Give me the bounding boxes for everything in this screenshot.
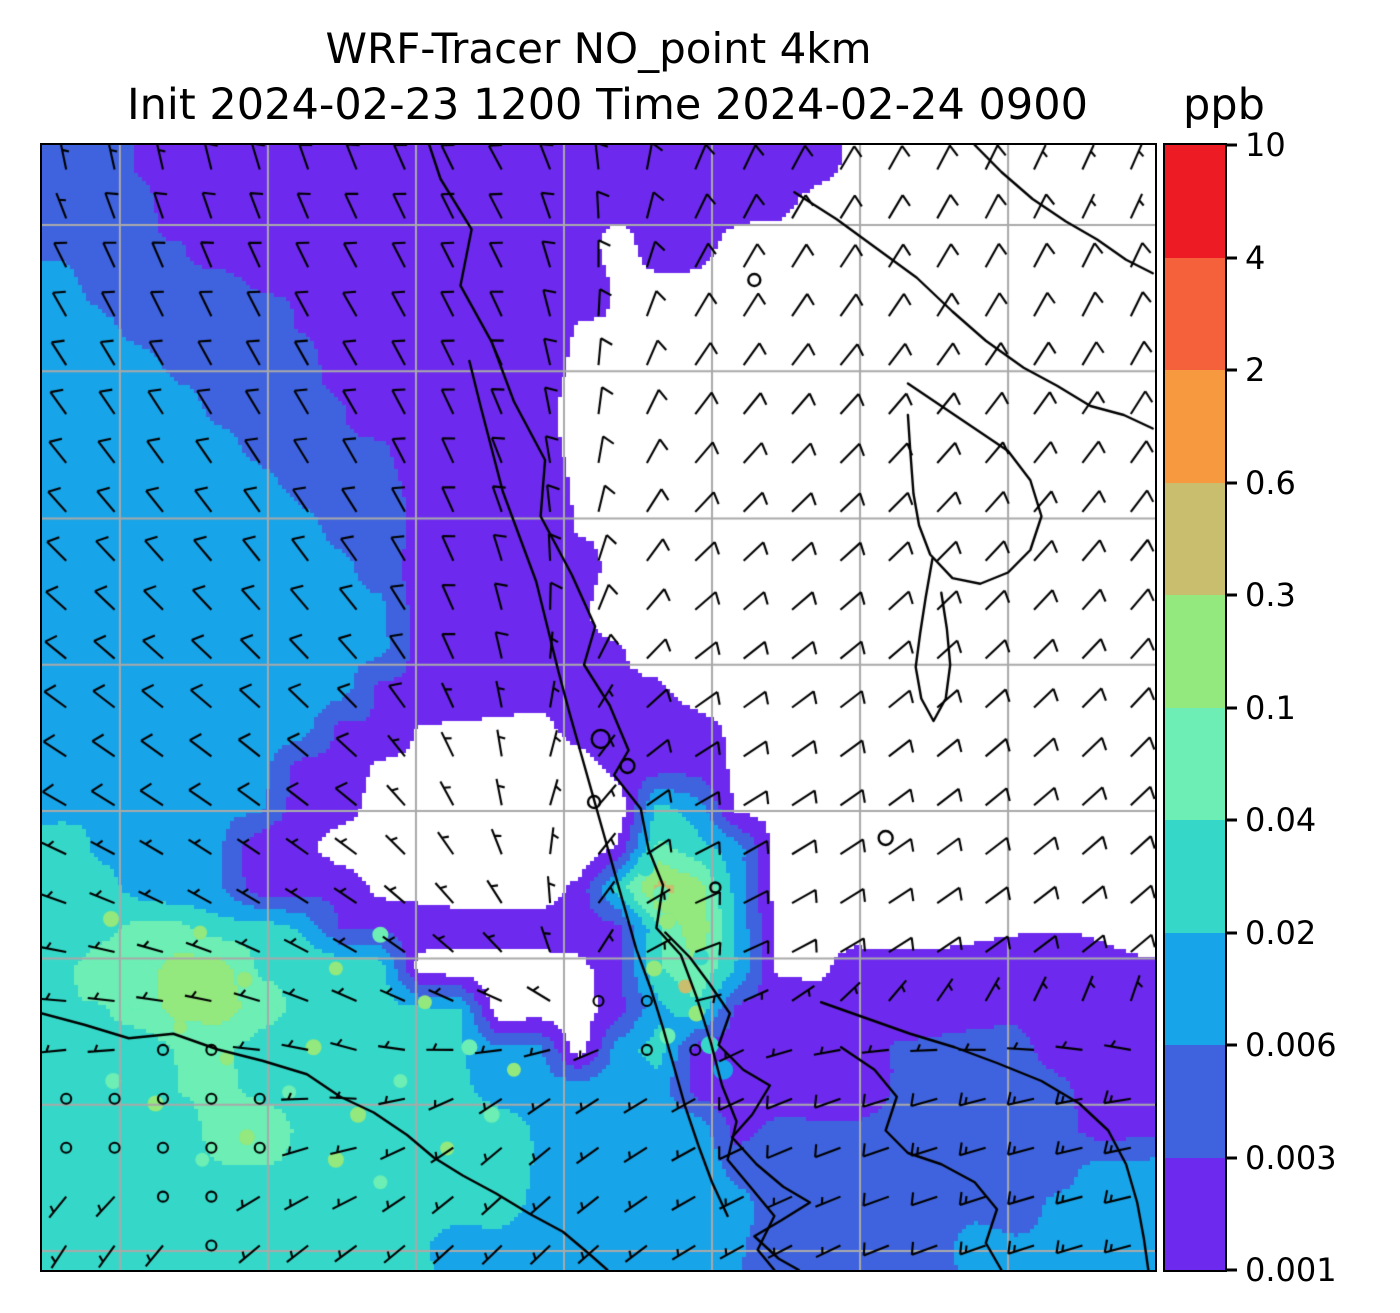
colorbar-tick	[1227, 481, 1237, 484]
colorbar-tick	[1227, 593, 1237, 597]
colorbar-tick-label: 0.6	[1245, 463, 1296, 502]
colorbar-segment	[1165, 145, 1225, 258]
colorbar-segment	[1165, 1045, 1225, 1158]
colorbar-tick	[1227, 368, 1237, 372]
colorbar-tick	[1227, 256, 1237, 259]
colorbar-tick-label: 0.003	[1245, 1138, 1337, 1177]
colorbar-tick	[1227, 706, 1237, 709]
colorbar-tick	[1227, 931, 1237, 934]
colorbar-tick-label: 10	[1245, 126, 1286, 164]
colorbar-tick-label: 0.3	[1245, 576, 1296, 614]
map-canvas	[42, 145, 1155, 1270]
colorbar-segment	[1165, 1157, 1225, 1270]
colorbar-tick	[1227, 1268, 1237, 1272]
chart-subtitle: Init 2024-02-23 1200 Time 2024-02-24 090…	[127, 80, 1088, 130]
colorbar-segment	[1165, 257, 1225, 370]
colorbar-units-label: ppb	[1183, 80, 1265, 130]
colorbar-segment	[1165, 820, 1225, 933]
colorbar-segment	[1165, 932, 1225, 1045]
colorbar	[1163, 143, 1227, 1272]
colorbar-tick-label: 0.02	[1245, 913, 1317, 952]
colorbar-segment	[1165, 370, 1225, 483]
colorbar-tick-label: 4	[1245, 238, 1266, 277]
colorbar-segment	[1165, 707, 1225, 820]
colorbar-segment	[1165, 595, 1225, 708]
map-panel	[40, 143, 1157, 1272]
colorbar-tick-label: 2	[1245, 351, 1266, 389]
colorbar-tick	[1227, 143, 1237, 147]
colorbar-tick	[1227, 1156, 1237, 1159]
colorbar-tick-label: 0.04	[1245, 801, 1317, 839]
colorbar-tick	[1227, 818, 1237, 822]
colorbar-tick	[1227, 1043, 1237, 1047]
colorbar-ticks: 10 4 2 0.6 0.3 0.1 0.04 0.02 0.006 0.003 0.001	[1227, 126, 1400, 1289]
colorbar-segment	[1165, 482, 1225, 595]
colorbar-tick-label: 0.001	[1245, 1251, 1337, 1289]
chart-title: WRF-Tracer NO_point 4km	[325, 24, 872, 73]
colorbar-tick-label: 0.1	[1245, 688, 1296, 727]
colorbar-tick-label: 0.006	[1245, 1026, 1337, 1064]
